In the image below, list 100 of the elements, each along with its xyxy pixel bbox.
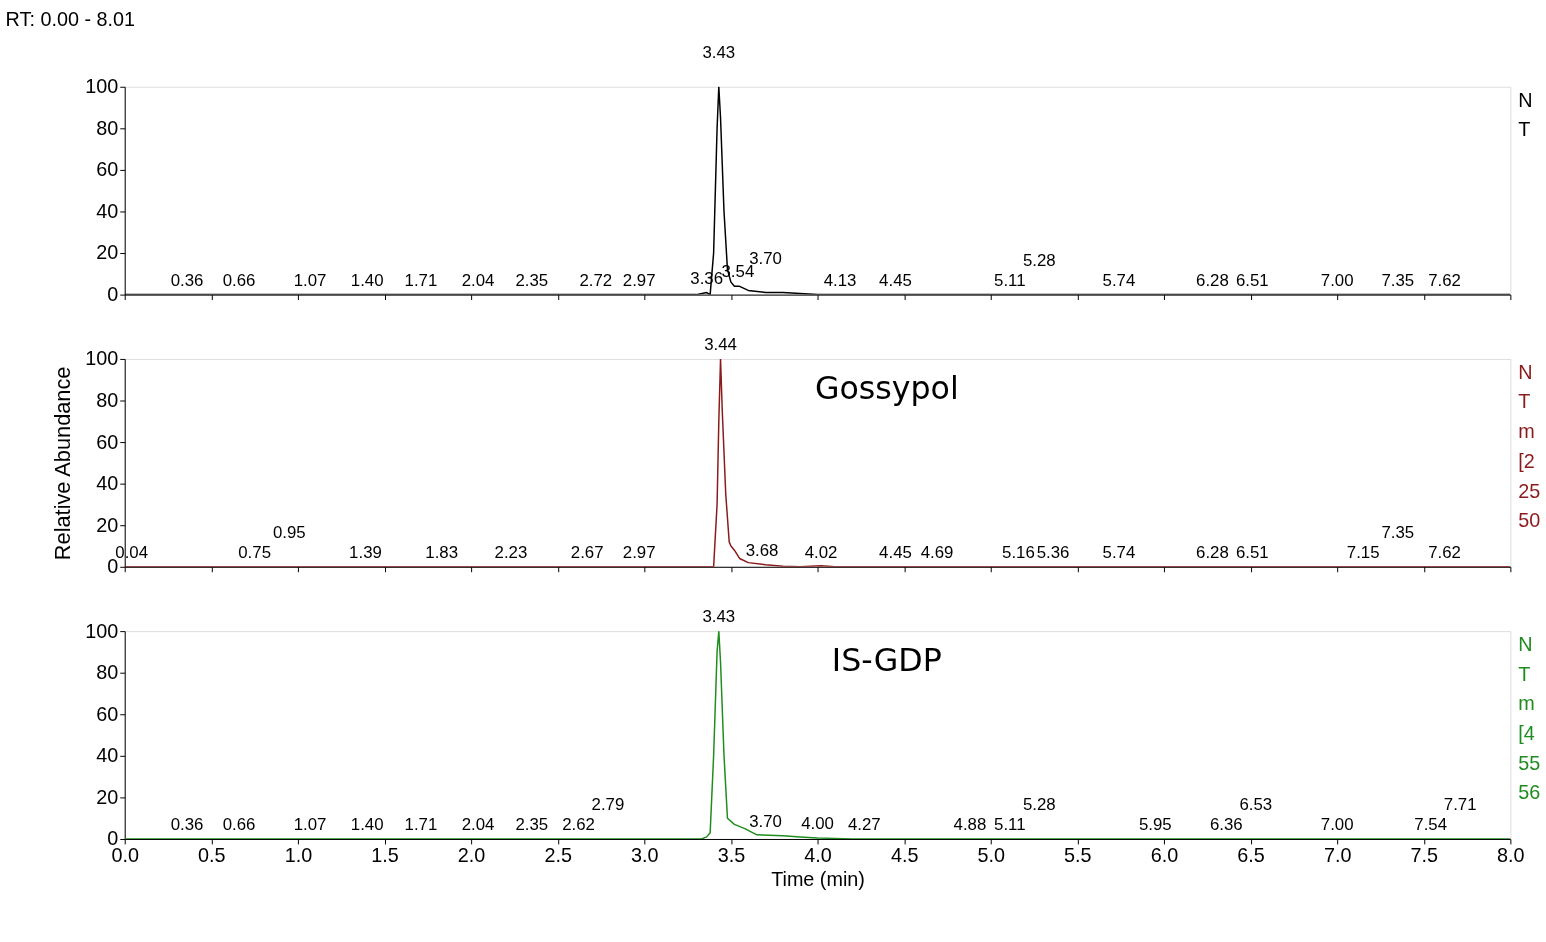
annotation: 1.39 <box>349 542 382 562</box>
annotation: 6.36 <box>1209 815 1243 835</box>
annotation: 2.67 <box>570 542 604 562</box>
annotation: 5.74 <box>1102 542 1136 562</box>
x-tick-label: 2.5 <box>544 844 572 867</box>
annotation: 3.68 <box>745 540 779 560</box>
annotation: 0.66 <box>222 815 256 835</box>
y-axis-title: Relative Abundance <box>50 366 76 561</box>
annotation: 4.13 <box>823 270 857 290</box>
annotation: 6.28 <box>1196 542 1229 562</box>
annotation: 1.07 <box>293 815 327 835</box>
annotation: 5.28 <box>1022 250 1056 270</box>
annotation: 3.43 <box>702 607 736 627</box>
annotation: 1.71 <box>404 270 438 290</box>
y-tick-label: 100 <box>85 619 119 642</box>
annotation: 7.35 <box>1381 270 1415 290</box>
y-tick-label: 0 <box>107 283 119 306</box>
annotation: 4.02 <box>804 542 838 562</box>
x-tick-label: 7.5 <box>1410 844 1439 867</box>
annotation: 7.71 <box>1443 795 1477 815</box>
text: 25 <box>1518 479 1541 502</box>
annotation: 4.00 <box>801 814 834 834</box>
y-tick-label: 80 <box>96 116 119 139</box>
y-tick-label: 100 <box>85 75 119 98</box>
annotation: 7.54 <box>1414 815 1448 835</box>
y-tick-label: 40 <box>96 472 119 495</box>
annotation: 1.40 <box>350 815 384 835</box>
text: [4 <box>1518 722 1535 744</box>
text: N <box>1518 632 1533 655</box>
annotation: 6.51 <box>1235 542 1269 562</box>
annotation: 7.00 <box>1320 815 1354 835</box>
x-tick-label: 3.0 <box>631 844 659 867</box>
x-axis-title: Time (min) <box>771 867 865 890</box>
annotation: 2.97 <box>622 542 656 562</box>
x-tick-label: 2.0 <box>457 844 486 867</box>
annotation: 1.07 <box>293 270 327 290</box>
chart-title: IS-GDP <box>831 641 942 678</box>
annotation: 7.35 <box>1381 523 1415 543</box>
annotation: 4.27 <box>847 815 881 835</box>
y-tick-label: 20 <box>96 785 119 808</box>
x-tick-label: 6.5 <box>1237 844 1265 867</box>
annotation: 5.16 <box>1002 542 1035 562</box>
x-tick-label: 5.5 <box>1064 844 1092 867</box>
annotation: 5.36 <box>1036 542 1070 562</box>
annotation: 5.74 <box>1102 270 1136 290</box>
annotation: 6.53 <box>1239 795 1273 815</box>
annotation: 0.66 <box>222 270 256 290</box>
annotation: 4.69 <box>920 542 954 562</box>
annotation: 5.28 <box>1022 795 1056 815</box>
text: T <box>1518 118 1531 141</box>
text: 56 <box>1518 781 1541 804</box>
x-tick-label: 1.5 <box>371 844 399 867</box>
text: N <box>1518 360 1533 383</box>
x-tick-label: 6.0 <box>1150 844 1179 867</box>
text: 50 <box>1518 509 1541 532</box>
y-tick-label: 80 <box>96 388 119 411</box>
annotation: 3.44 <box>704 335 737 355</box>
x-tick-label: 4.0 <box>804 844 832 867</box>
annotation: 7.62 <box>1428 270 1461 290</box>
annotation: 4.45 <box>879 542 912 562</box>
annotation: 5.95 <box>1138 815 1172 835</box>
annotation: 1.83 <box>425 542 459 562</box>
x-tick-label: 7.0 <box>1323 844 1352 867</box>
annotation: 0.36 <box>170 270 204 290</box>
annotation: 1.71 <box>404 815 438 835</box>
x-tick-label: 5.0 <box>977 844 1005 867</box>
y-tick-label: 20 <box>96 513 119 536</box>
text: m <box>1518 420 1535 443</box>
annotation: 6.28 <box>1196 270 1229 290</box>
y-tick-label: 60 <box>96 430 119 453</box>
text: [2 <box>1518 449 1535 472</box>
annotation: 6.51 <box>1235 270 1269 290</box>
text: m <box>1518 692 1535 715</box>
annotation: 5.11 <box>994 270 1026 290</box>
x-tick-label: 8.0 <box>1497 844 1525 867</box>
annotation: 4.45 <box>879 270 912 290</box>
annotation: 5.11 <box>994 815 1026 835</box>
text: 55 <box>1518 751 1541 774</box>
y-tick-label: 20 <box>96 241 119 264</box>
annotation: 0.75 <box>238 542 271 562</box>
x-tick-label: 0.0 <box>111 844 139 867</box>
annotation: 2.72 <box>579 270 613 290</box>
annotation: 1.40 <box>350 270 384 290</box>
annotation: 2.62 <box>562 815 595 835</box>
x-tick-label: 1.0 <box>284 844 313 867</box>
annotation: 3.43 <box>702 43 736 63</box>
y-tick-label: 40 <box>96 199 119 222</box>
y-tick-label: 60 <box>96 158 119 181</box>
x-tick-label: 0.5 <box>198 844 226 867</box>
y-tick-label: 60 <box>96 702 119 725</box>
annotation: 0.36 <box>170 815 204 835</box>
annotation: 2.35 <box>515 270 549 290</box>
text: T <box>1518 662 1531 685</box>
annotation: 4.88 <box>953 815 987 835</box>
annotation: 2.04 <box>461 270 495 290</box>
annotation: 7.00 <box>1320 270 1354 290</box>
text: N <box>1518 88 1533 111</box>
chart-subtitle: RT: 0.00 - 8.01 <box>5 8 135 31</box>
y-tick-label: 100 <box>85 347 119 370</box>
annotation: 0.95 <box>272 523 306 543</box>
